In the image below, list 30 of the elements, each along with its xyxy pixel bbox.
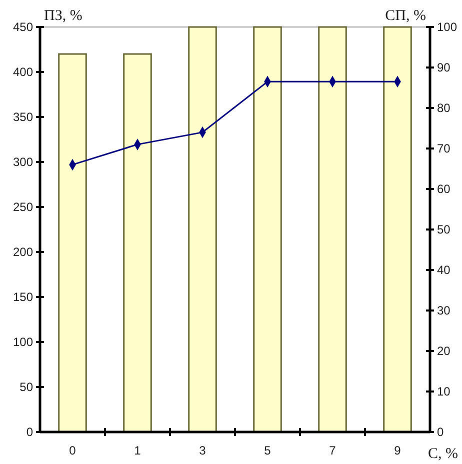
y2-tick-label: 80: [437, 100, 451, 115]
y-tick-label: 250: [12, 200, 34, 214]
y-tick-label: 150: [12, 290, 34, 304]
y-tick-label: 0: [26, 424, 34, 439]
x-tick-label: 9: [394, 444, 402, 458]
x-tick-label: 1: [134, 444, 142, 458]
y-tick-label: 50: [20, 380, 34, 394]
x-tick-label: 3: [199, 444, 206, 458]
y-tick-label: 400: [12, 64, 34, 79]
y2-tick-label: 50: [437, 222, 451, 236]
y-tick-label: 300: [12, 154, 34, 169]
y2-tick-label: 10: [437, 384, 451, 398]
x-tick-label: 7: [329, 444, 336, 458]
y-tick-label: 350: [12, 110, 34, 124]
y2-tick-label: 100: [437, 20, 458, 34]
y2-tick-label: 0: [437, 424, 444, 439]
y2-tick-label: 90: [437, 60, 451, 74]
x-tick-label: 5: [264, 444, 272, 458]
y2-tick-label: 60: [437, 182, 451, 196]
y-axis-title: ПЗ, %: [44, 8, 82, 24]
y2-tick-label: 20: [437, 344, 451, 358]
x-axis-title: С, %: [428, 446, 458, 462]
y-tick-label: 100: [12, 334, 34, 349]
y2-tick-label: 70: [437, 141, 451, 156]
x-tick-label: 0: [69, 444, 76, 458]
y-tick-label: 200: [12, 244, 34, 259]
y2-tick-label: 30: [437, 303, 451, 318]
y-tick-label: 450: [12, 20, 34, 34]
y2-axis-title: СП, %: [385, 8, 426, 24]
y2-tick-label: 40: [437, 262, 451, 277]
